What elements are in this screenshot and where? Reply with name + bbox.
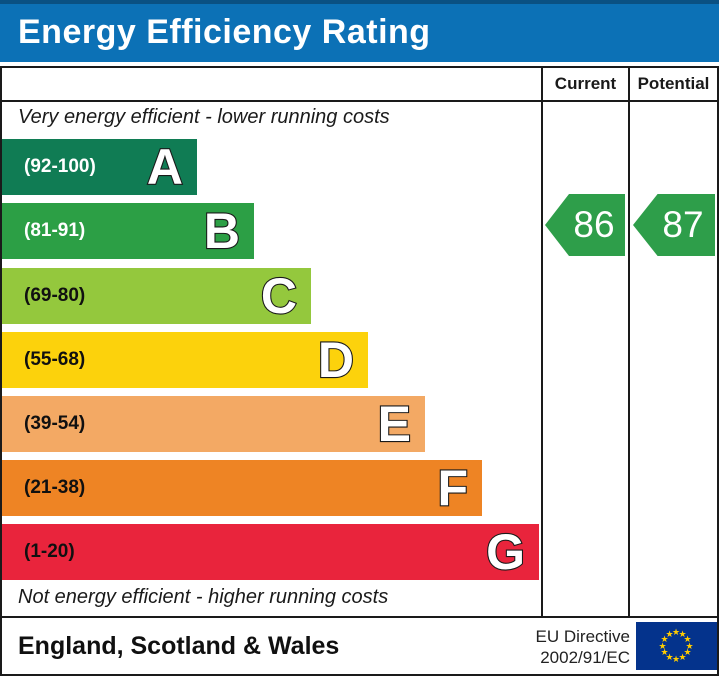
potential-rating-arrow: 87 bbox=[633, 194, 715, 256]
band-b: (81-91) B bbox=[2, 202, 254, 260]
eu-star-icon: ★ bbox=[665, 652, 674, 662]
band-f-letter: F bbox=[436, 459, 469, 517]
band-e: (39-54) E bbox=[2, 395, 425, 453]
band-a-letter: A bbox=[146, 138, 184, 196]
top-note: Very energy efficient - lower running co… bbox=[18, 106, 390, 128]
band-f-range-label: (21-38) bbox=[24, 477, 86, 498]
eu-directive-line1: EU Directive bbox=[535, 627, 630, 646]
band-e-letter: E bbox=[377, 395, 413, 453]
eu-star-icon: ★ bbox=[678, 629, 687, 639]
eu-star-icon: ★ bbox=[671, 627, 681, 637]
eu-star-icon: ★ bbox=[658, 640, 667, 651]
eu-star-icon: ★ bbox=[671, 654, 681, 664]
eu-star-icon: ★ bbox=[683, 634, 692, 644]
band-c-range-label: (69-80) bbox=[24, 285, 86, 306]
page-title: Energy Efficiency Rating bbox=[18, 13, 431, 51]
band-g: (1-20) G bbox=[2, 523, 539, 581]
eu-star-icon: ★ bbox=[665, 629, 674, 639]
region-label: England, Scotland & Wales bbox=[18, 632, 340, 660]
potential-rating-value: 87 bbox=[662, 204, 704, 245]
column-divider bbox=[628, 68, 630, 618]
footer: England, Scotland & Wales EU Directive 2… bbox=[2, 618, 717, 674]
eu-flag-icon: ★ ★ ★ ★ ★ ★ ★ ★ ★ ★ ★ ★ bbox=[636, 622, 717, 670]
band-d-letter: D bbox=[317, 331, 355, 389]
column-header-current: Current bbox=[554, 74, 617, 93]
band-c: (69-80) C bbox=[2, 267, 311, 325]
band-f: (21-38) F bbox=[2, 459, 482, 517]
eu-star-icon: ★ bbox=[660, 647, 669, 657]
bottom-note: Not energy efficient - higher running co… bbox=[18, 586, 389, 608]
current-rating-arrow: 86 bbox=[545, 194, 625, 256]
band-e-range-label: (39-54) bbox=[24, 413, 86, 434]
band-a: (92-100) A bbox=[2, 138, 197, 196]
band-g-letter: G bbox=[485, 523, 526, 581]
rating-table: Current Potential Very energy efficient … bbox=[0, 66, 719, 676]
header-row-divider bbox=[2, 100, 717, 102]
band-a-range-label: (92-100) bbox=[24, 156, 96, 177]
column-divider bbox=[541, 68, 543, 618]
band-d-range-label: (55-68) bbox=[24, 349, 86, 370]
band-b-range-label: (81-91) bbox=[24, 220, 86, 241]
current-rating-value: 86 bbox=[573, 204, 615, 245]
eu-star-icon: ★ bbox=[660, 634, 669, 644]
title-bar: Energy Efficiency Rating bbox=[0, 0, 719, 62]
eu-star-icon: ★ bbox=[683, 647, 692, 657]
band-d: (55-68) D bbox=[2, 331, 368, 389]
footer-divider bbox=[2, 616, 717, 618]
band-c-letter: C bbox=[260, 267, 298, 325]
column-header-potential: Potential bbox=[637, 74, 710, 93]
eu-directive-line2: 2002/91/EC bbox=[540, 648, 630, 667]
band-b-letter: B bbox=[203, 202, 241, 260]
eu-star-icon: ★ bbox=[685, 640, 694, 651]
eu-directive-label: EU Directive 2002/91/EC bbox=[482, 626, 630, 668]
band-g-range-label: (1-20) bbox=[24, 541, 75, 562]
eu-star-icon: ★ bbox=[678, 652, 687, 662]
